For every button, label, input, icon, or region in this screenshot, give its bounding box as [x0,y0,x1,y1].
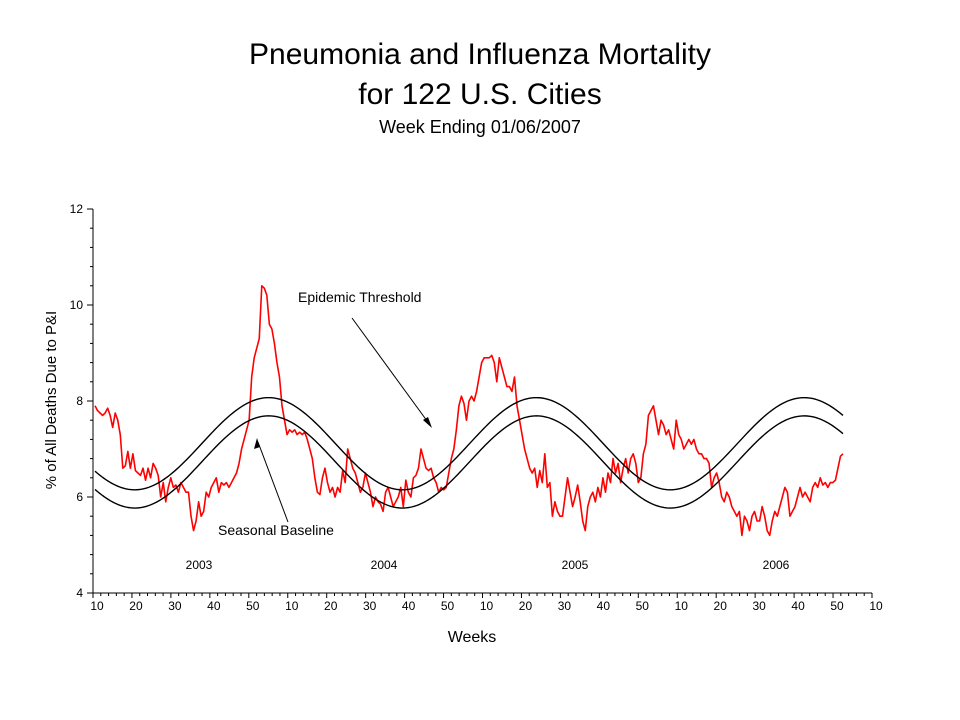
y-tick-label: 8 [76,394,83,408]
x-tick-label: 50 [441,599,455,613]
seasonal-baseline-line [94,415,844,509]
seasonal-baseline-arrowhead [254,438,260,449]
x-tick-label: 40 [597,599,611,613]
series [94,284,844,537]
x-tick-label: 10 [90,599,104,613]
year-label: 2003 [186,558,213,572]
x-tick-label: 30 [558,599,572,613]
x-tick-label: 20 [324,599,338,613]
epidemic-threshold-label: Epidemic Threshold [298,289,421,305]
x-tick-label: 40 [791,599,805,613]
axes [87,208,873,598]
y-tick-label: 12 [70,202,84,216]
epidemic-threshold-arrowhead [423,417,432,428]
tick-labels: 4 6 8 10 12 10 20 30 40 50 10 20 30 40 50 10 20 30 40 50 10 2… [70,202,883,613]
x-tick-label: 50 [830,599,844,613]
x-tick-label: 30 [168,599,182,613]
chart-title: Pneumonia and Influenza Mortality [249,38,711,71]
year-label: 2004 [371,558,398,572]
seasonal-baseline-arrow [257,441,289,523]
y-axis-label: % of All Deaths Due to P&I [43,311,60,489]
x-tick-label: 40 [402,599,416,613]
x-tick-label: 30 [363,599,377,613]
x-tick-label: 30 [752,599,766,613]
y-tick-label: 10 [70,298,84,312]
x-tick-label: 10 [285,599,299,613]
x-tick-label: 50 [246,599,260,613]
x-tick-label: 10 [480,599,494,613]
x-tick-label: 10 [869,599,883,613]
year-label: 2006 [763,558,790,572]
x-tick-label: 20 [519,599,533,613]
y-tick-label: 4 [76,586,83,600]
chart-subtitle: Week Ending 01/06/2007 [379,117,581,137]
x-tick-label: 20 [714,599,728,613]
seasonal-baseline-label: Seasonal Baseline [218,522,334,538]
chart-title-line2: for 122 U.S. Cities [358,78,602,111]
x-axis-label: Weeks [448,629,497,646]
x-tick-label: 20 [129,599,143,613]
year-label: 2005 [562,558,589,572]
observed-line [94,284,844,537]
epidemic-threshold-line [94,396,844,491]
x-tick-label: 10 [675,599,689,613]
y-tick-label: 6 [76,490,83,504]
epidemic-threshold-arrow [351,317,431,426]
x-tick-label: 50 [636,599,650,613]
x-tick-label: 40 [207,599,221,613]
